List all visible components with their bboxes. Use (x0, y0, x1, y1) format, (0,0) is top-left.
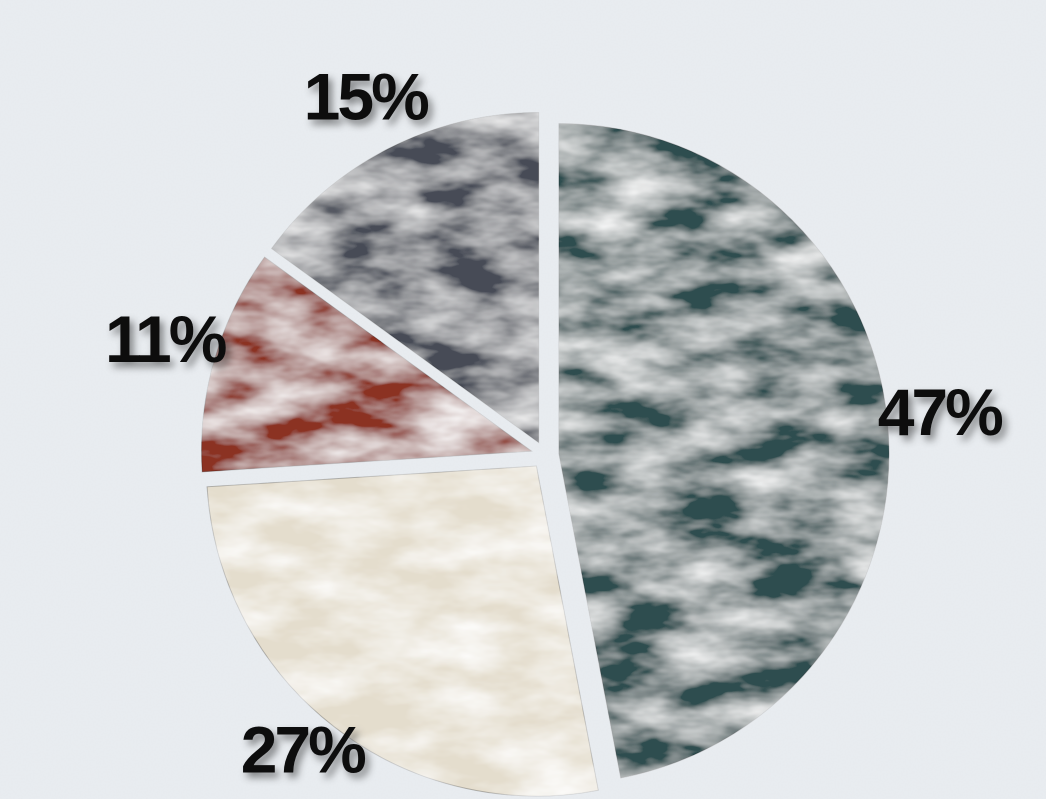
slice-label: 27% (241, 712, 365, 786)
pie-slice (201, 256, 533, 473)
labels: 47% 27% 11% 15% (105, 60, 1005, 787)
pie (201, 112, 890, 797)
pie-slice (206, 465, 599, 797)
slice-label: 47% (878, 375, 1002, 449)
pie-slice (270, 112, 540, 444)
slice-label: 15% (304, 60, 428, 134)
pie-slice (558, 123, 890, 779)
slice-label: 11% (105, 302, 226, 376)
